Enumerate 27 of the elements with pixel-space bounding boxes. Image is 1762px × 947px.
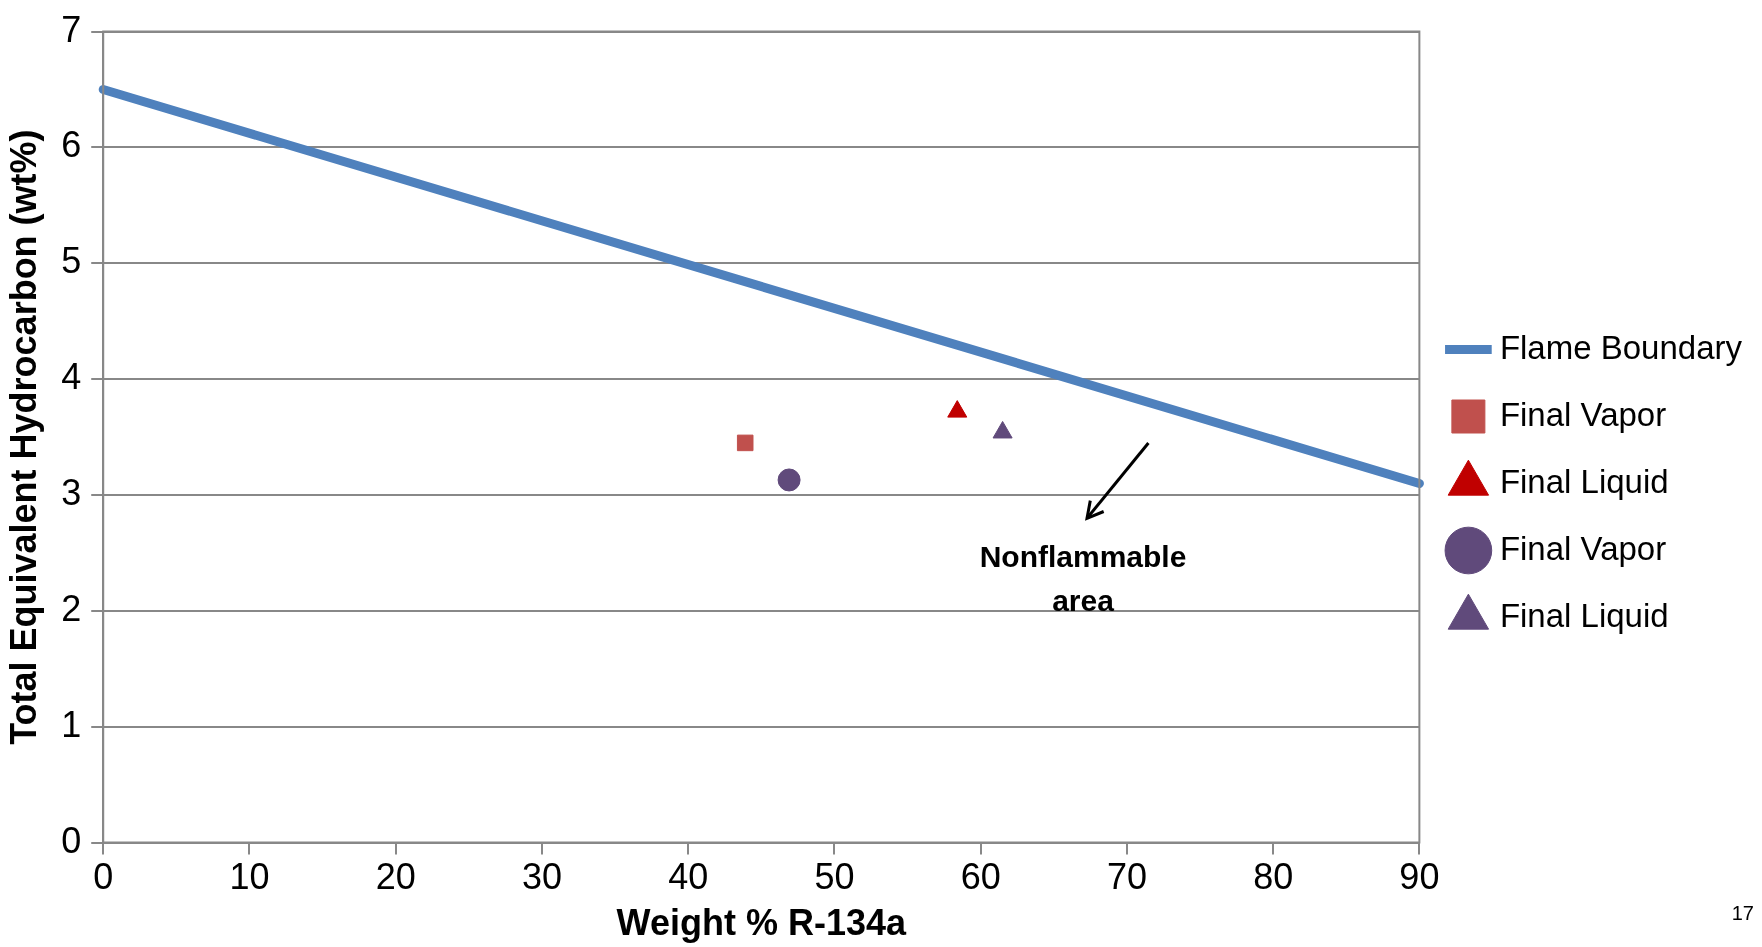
legend-label: Final Vapor <box>1499 529 1667 567</box>
x-tick-label: 20 <box>375 856 416 898</box>
x-tick-label: 60 <box>960 856 1001 898</box>
legend-label: Flame Boundary <box>1499 328 1743 366</box>
y-axis-title: Total Equivalent Hydrocarbon (wt%) <box>2 129 44 745</box>
legend-label: Final Liquid <box>1499 596 1669 634</box>
x-tick-label: 80 <box>1253 856 1294 898</box>
y-tick-label: 1 <box>61 703 82 745</box>
x-tick-label: 10 <box>229 856 270 898</box>
x-tick-label: 70 <box>1106 856 1147 898</box>
annotation: Nonflammable area <box>979 540 1187 618</box>
y-tick-label: 6 <box>61 124 82 166</box>
x-tick-label: 0 <box>93 856 114 898</box>
y-tick-label: 2 <box>61 587 82 629</box>
legend-label: Final Vapor <box>1499 395 1667 433</box>
x-axis-title: Weight % R-134a <box>616 902 907 944</box>
x-tick-label: 30 <box>521 856 562 898</box>
y-tick-label: 5 <box>61 240 82 282</box>
legend-label: Final Liquid <box>1499 462 1669 500</box>
x-tick-label: 90 <box>1399 856 1440 898</box>
y-tick-label: 0 <box>61 819 82 861</box>
x-tick-label: 40 <box>668 856 709 898</box>
y-tick-label: 4 <box>61 356 82 398</box>
y-tick-label: 7 <box>61 8 82 50</box>
text: 17 <box>1731 902 1754 925</box>
x-tick-label: 50 <box>814 856 855 898</box>
y-tick-label: 3 <box>61 471 82 513</box>
